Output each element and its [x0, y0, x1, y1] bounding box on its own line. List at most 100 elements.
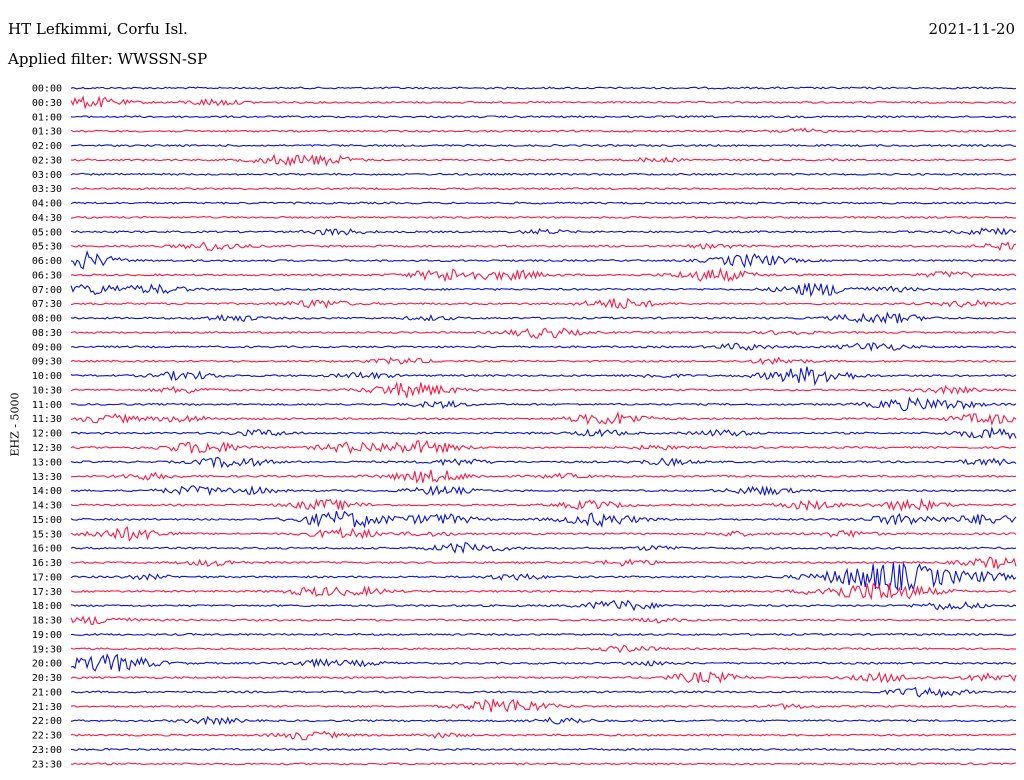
trace-line-0230 — [70, 153, 1017, 168]
time-tick-label: 12:30 — [32, 443, 62, 454]
date-label: 2021-11-20 — [928, 20, 1015, 38]
trace-line-1700 — [70, 561, 1017, 592]
time-tick-label: 15:00 — [32, 515, 62, 526]
time-tick-label: 11:00 — [32, 400, 62, 411]
time-tick-label: 13:30 — [32, 472, 62, 483]
trace-line-2200 — [70, 715, 1017, 726]
time-tick-label: 22:30 — [32, 731, 62, 742]
trace-line-0600 — [70, 250, 1017, 270]
time-tick-label: 20:00 — [32, 659, 62, 670]
trace-line-0400 — [70, 201, 1017, 205]
trace-line-1730 — [70, 582, 1017, 601]
time-tick-label: 06:30 — [32, 270, 62, 281]
trace-line-1400 — [70, 484, 1017, 497]
time-tick-label: 14:00 — [32, 486, 62, 497]
time-tick-label: 08:00 — [32, 314, 62, 325]
trace-line-0630 — [70, 267, 1017, 283]
time-tick-label: 23:30 — [32, 759, 62, 770]
time-tick-label: 17:30 — [32, 587, 62, 598]
time-tick-label: 11:30 — [32, 414, 62, 425]
trace-line-1200 — [70, 426, 1017, 440]
time-tick-label: 19:30 — [32, 644, 62, 655]
time-tick-label: 20:30 — [32, 673, 62, 684]
trace-line-1830 — [70, 615, 1017, 625]
time-tick-label: 02:00 — [32, 141, 62, 152]
time-tick-labels: 00:00 00:30 01:00 01:30 02:00 02:30 03:00 03:30… — [32, 84, 62, 771]
filter-label: Applied filter: WWSSN-SP — [8, 50, 208, 68]
trace-line-0930 — [70, 356, 1017, 366]
trace-line-0130 — [70, 127, 1017, 134]
time-tick-label: 23:00 — [32, 745, 62, 756]
trace-line-1030 — [70, 381, 1017, 398]
trace-line-1330 — [70, 469, 1017, 484]
seismic-traces — [70, 86, 1017, 766]
trace-line-0200 — [70, 143, 1017, 148]
trace-line-0430 — [70, 215, 1017, 219]
trace-line-1100 — [70, 396, 1017, 412]
time-tick-label: 01:30 — [32, 127, 62, 138]
time-tick-label: 08:30 — [32, 328, 62, 339]
time-tick-label: 04:30 — [32, 213, 62, 224]
trace-line-0800 — [70, 311, 1017, 325]
trace-line-2000 — [70, 652, 1017, 672]
trace-line-1230 — [70, 439, 1017, 455]
trace-line-1630 — [70, 556, 1017, 570]
trace-line-0500 — [70, 227, 1017, 237]
time-tick-label: 00:30 — [32, 98, 62, 109]
time-tick-label: 14:30 — [32, 501, 62, 512]
time-tick-label: 05:00 — [32, 227, 62, 238]
trace-line-1900 — [70, 632, 1017, 636]
trace-line-0100 — [70, 115, 1017, 119]
time-tick-label: 02:30 — [32, 155, 62, 166]
time-tick-label: 13:00 — [32, 457, 62, 468]
time-tick-label: 16:30 — [32, 558, 62, 569]
time-tick-label: 06:00 — [32, 256, 62, 267]
time-tick-label: 18:30 — [32, 616, 62, 627]
trace-line-0900 — [70, 342, 1016, 352]
trace-line-1000 — [70, 366, 1017, 387]
time-tick-label: 07:00 — [32, 285, 62, 296]
time-tick-label: 00:00 — [32, 84, 62, 95]
trace-line-1530 — [70, 525, 1017, 542]
time-tick-label: 07:30 — [32, 299, 62, 310]
trace-line-0830 — [70, 327, 1017, 339]
time-tick-label: 22:00 — [32, 716, 62, 727]
trace-line-1800 — [70, 599, 1017, 612]
time-tick-label: 12:00 — [32, 429, 62, 440]
time-tick-label: 09:30 — [32, 357, 62, 368]
trace-line-0330 — [70, 187, 1017, 191]
trace-line-1500 — [70, 510, 1017, 529]
time-tick-label: 09:00 — [32, 342, 62, 353]
trace-line-1930 — [70, 644, 1017, 654]
time-tick-label: 15:30 — [32, 529, 62, 540]
trace-line-2030 — [70, 671, 1017, 684]
trace-line-2100 — [70, 686, 1017, 699]
time-tick-label: 03:30 — [32, 184, 62, 195]
time-tick-label: 01:00 — [32, 112, 62, 123]
trace-line-0030 — [70, 95, 1017, 110]
time-tick-label: 04:00 — [32, 199, 62, 210]
station-title: HT Lefkimmi, Corfu Isl. — [8, 20, 188, 38]
trace-line-1600 — [70, 542, 1017, 555]
trace-line-0700 — [70, 282, 1017, 298]
trace-line-1130 — [70, 410, 1017, 427]
time-tick-label: 16:00 — [32, 544, 62, 555]
time-tick-label: 03:00 — [32, 170, 62, 181]
time-tick-label: 10:30 — [32, 385, 62, 396]
trace-line-0730 — [70, 297, 1016, 310]
trace-line-0300 — [70, 172, 1017, 176]
trace-line-2230 — [70, 730, 1017, 741]
time-tick-label: 21:00 — [32, 687, 62, 698]
trace-line-1430 — [70, 497, 1017, 512]
trace-line-0530 — [70, 241, 1017, 252]
time-tick-label: 10:00 — [32, 371, 62, 382]
trace-line-2300 — [70, 747, 1017, 752]
time-tick-label: 05:30 — [32, 242, 62, 253]
time-tick-label: 21:30 — [32, 702, 62, 713]
trace-line-0000 — [70, 86, 1017, 90]
time-tick-label: 19:00 — [32, 630, 62, 641]
trace-line-2130 — [70, 698, 1017, 713]
trace-line-2330 — [70, 762, 1017, 766]
time-tick-label: 17:00 — [32, 572, 62, 583]
